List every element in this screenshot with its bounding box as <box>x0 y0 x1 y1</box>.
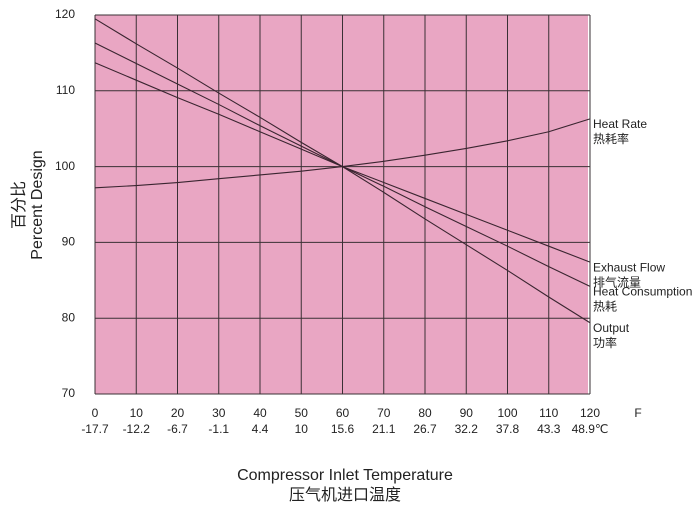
x-tick-label: 90 <box>460 406 474 420</box>
y-tick-label: 80 <box>62 310 76 324</box>
x2-tick-label: 15.6 <box>331 422 355 436</box>
x-tick-label: 100 <box>497 406 517 420</box>
x2-tick-label: 4.4 <box>252 422 269 436</box>
y-tick-label: 110 <box>56 83 75 97</box>
x2-tick-label: 21.1 <box>372 422 396 436</box>
x2-tick-label: -6.7 <box>167 422 188 436</box>
series-label-cn: 排气流量 <box>593 274 641 289</box>
x2-tick-label: 26.7 <box>413 422 437 436</box>
x-axis-label: Compressor Inlet Temperature <box>237 467 453 484</box>
x-tick-label: 50 <box>295 406 309 420</box>
x2-tick-label: -17.7 <box>81 422 109 436</box>
x2-tick-label: 32.2 <box>455 422 479 436</box>
series-label: Output <box>593 321 630 335</box>
y-tick-label: 100 <box>55 159 75 173</box>
y-axis-label-cn: 百分比 <box>10 181 28 229</box>
series-label: Heat Consumption <box>593 285 692 299</box>
x-tick-label: 80 <box>418 406 432 420</box>
plot-area <box>95 15 588 394</box>
series-label-cn: 功率 <box>593 335 617 350</box>
x-tick-label: 120 <box>580 406 600 420</box>
series-label-cn: 热耗率 <box>593 131 629 146</box>
x2-tick-label: 48.9℃ <box>572 422 609 436</box>
x-unit: F <box>634 406 641 420</box>
line-series <box>94 18 591 324</box>
x-tick-label: 10 <box>130 406 144 420</box>
series-label: Heat Rate <box>593 117 647 131</box>
x2-tick-label: 10 <box>295 422 309 436</box>
y-tick-label: 90 <box>62 235 76 249</box>
y-tick-label: 70 <box>62 386 76 400</box>
x-tick-label: 0 <box>92 406 99 420</box>
x-tick-label: 110 <box>539 406 558 420</box>
series-label-cn: 热耗 <box>593 300 617 314</box>
y-tick-label: 120 <box>55 7 75 21</box>
x-tick-label: 40 <box>253 406 267 420</box>
y-axis-label: Percent Design <box>29 150 46 259</box>
x-tick-label: 30 <box>212 406 226 420</box>
x-axis-label-cn: 压气机进口温度 <box>289 486 401 504</box>
x-tick-label: 20 <box>171 406 185 420</box>
x-tick-label: 70 <box>377 406 391 420</box>
x-tick-label: 60 <box>336 406 350 420</box>
x2-tick-label: 37.8 <box>496 422 520 436</box>
x2-tick-label: -1.1 <box>208 422 229 436</box>
x2-tick-label: 43.3 <box>537 422 561 436</box>
x2-tick-label: -12.2 <box>123 422 151 436</box>
series-label: Exhaust Flow <box>593 260 665 274</box>
